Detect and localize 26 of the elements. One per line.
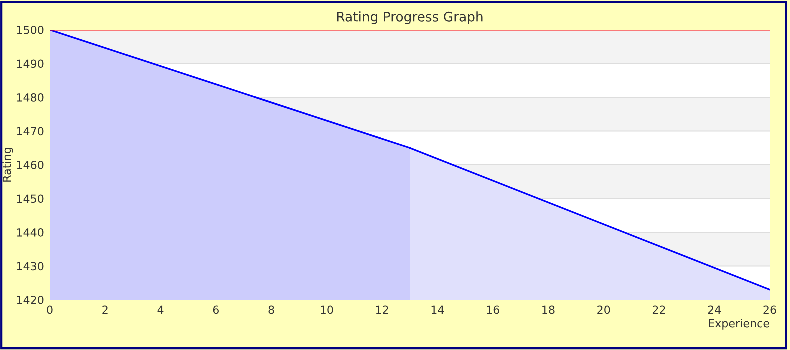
x-tick-label: 12 <box>376 306 388 314</box>
y-tick-label: 1480 <box>17 93 44 102</box>
x-tick-label: 24 <box>708 306 722 314</box>
y-axis-title: Rating <box>2 148 14 182</box>
x-tick-label: 4 <box>158 306 164 314</box>
y-tick-label: 1450 <box>17 194 44 204</box>
y-tick-label: 1470 <box>17 127 44 136</box>
y-tick-label: 1500 <box>17 26 44 34</box>
y-tick-label: 1430 <box>17 262 44 271</box>
x-tick-label: 22 <box>652 306 666 314</box>
x-tick-label: 10 <box>321 306 334 314</box>
y-tick-label: 1490 <box>17 60 44 68</box>
x-tick-label: 16 <box>487 306 500 314</box>
x-tick-label: 14 <box>432 306 444 314</box>
y-tick-label: 1420 <box>17 296 44 304</box>
x-axis-title: Experience <box>709 319 770 330</box>
chart-title: Rating Progress Graph <box>337 12 483 24</box>
x-tick-label: 26 <box>764 306 776 314</box>
x-tick-label: 18 <box>542 306 555 314</box>
y-tick-label: 1440 <box>17 228 44 237</box>
y-tick-label: 1460 <box>17 160 44 170</box>
x-tick-label: 20 <box>598 306 610 314</box>
x-tick-label: 6 <box>213 306 219 314</box>
x-tick-label: 0 <box>47 306 53 314</box>
x-tick-label: 2 <box>102 306 108 314</box>
x-tick-label: 8 <box>268 306 274 314</box>
